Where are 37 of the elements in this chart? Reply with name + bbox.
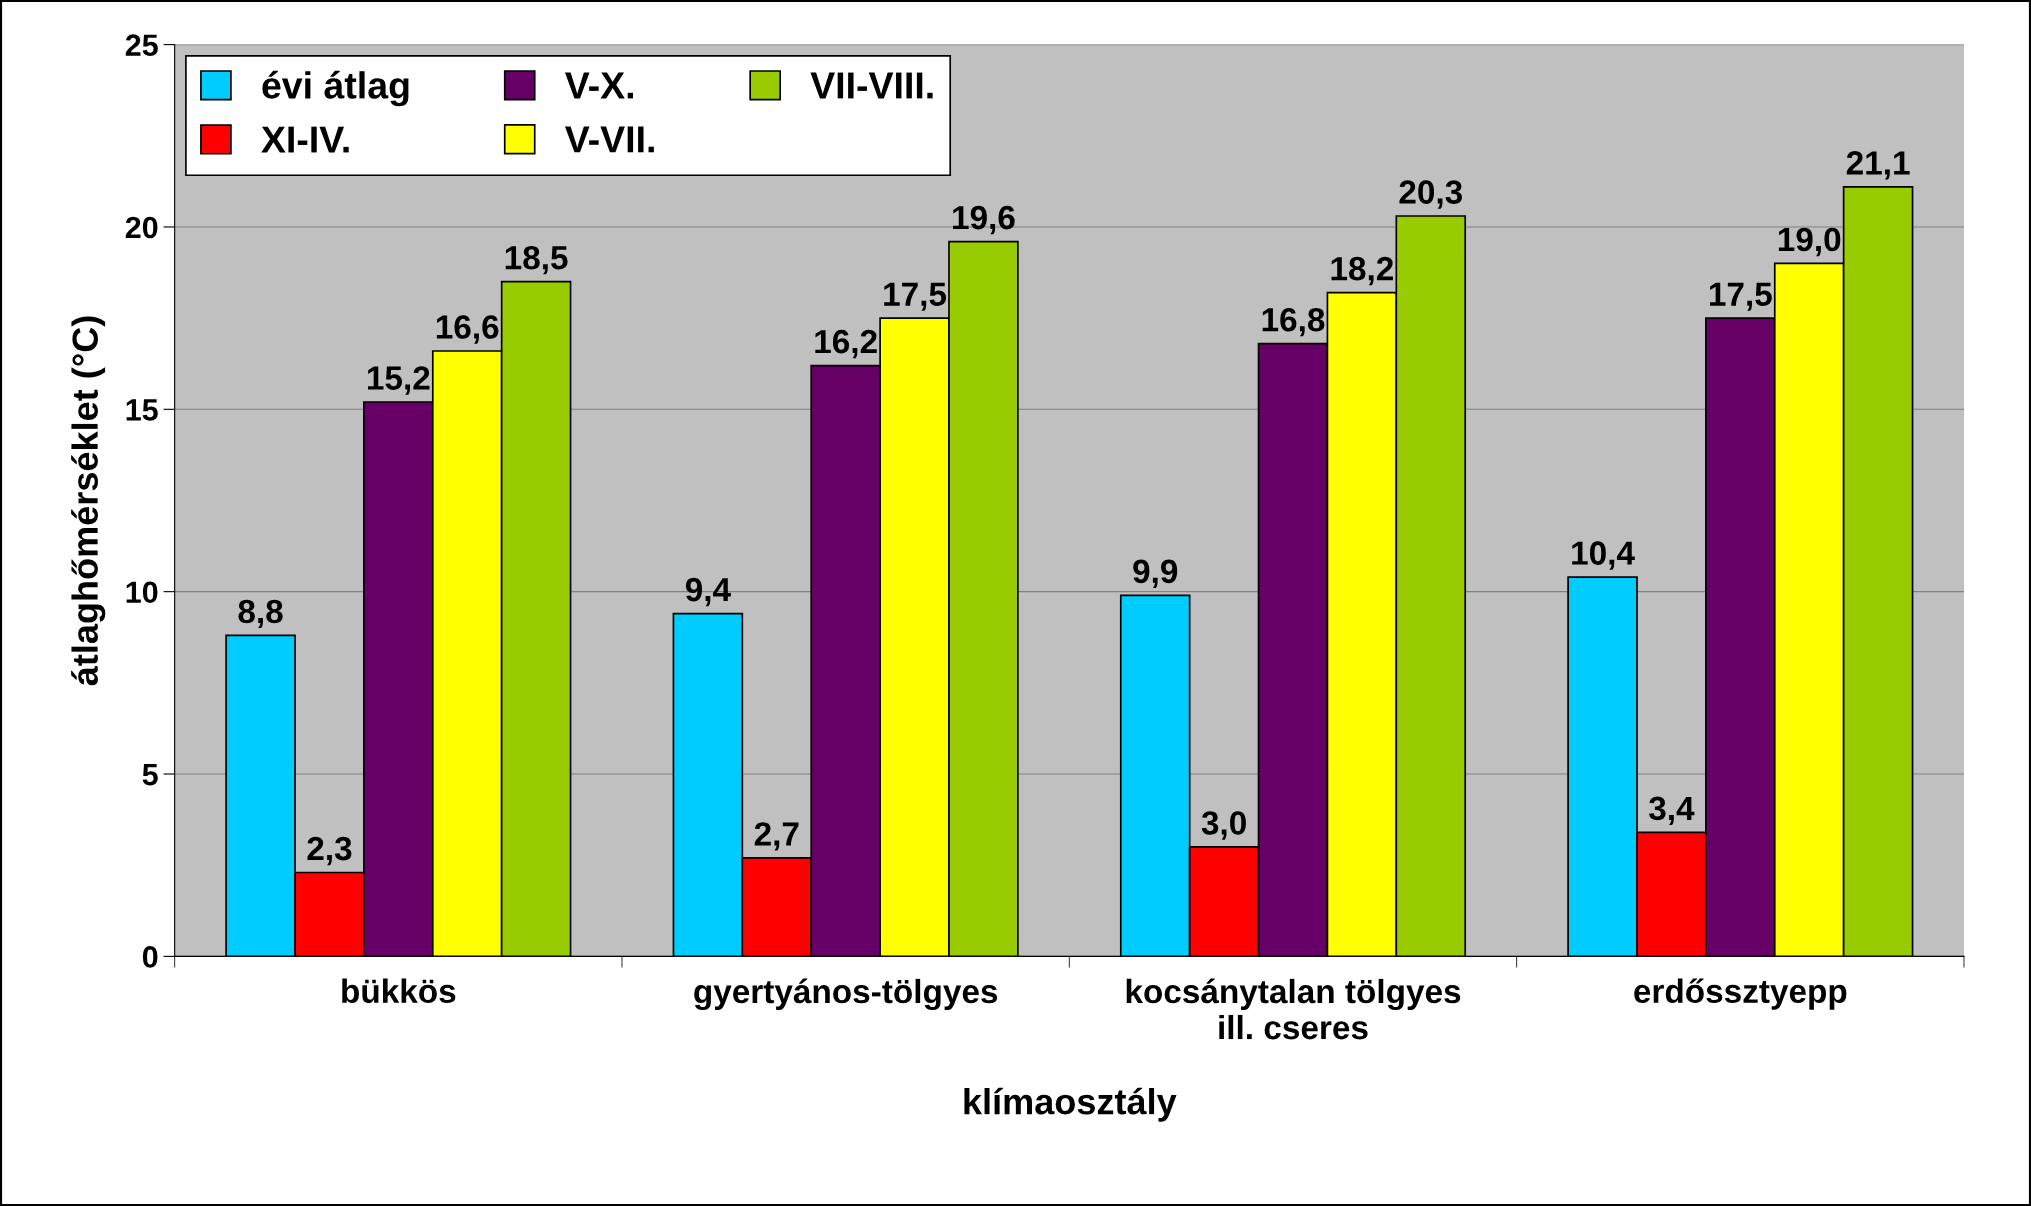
x-tick-label: gyertyános-tölgyes <box>694 978 998 1011</box>
legend-label: XI-IV. <box>261 126 349 153</box>
data-label: 19,0 <box>1778 227 1841 257</box>
legend-label: VII-VIII. <box>810 72 933 99</box>
y-tick-label: 20 <box>125 216 158 239</box>
y-tick-label: 15 <box>126 399 158 421</box>
data-label: 8,8 <box>238 599 283 629</box>
legend-label: évi átlag <box>262 70 409 107</box>
data-label: 21,1 <box>1846 151 1910 180</box>
data-label: 3,0 <box>1201 811 1246 840</box>
y-tick-label: 5 <box>142 764 158 786</box>
y-tick-label: 25 <box>125 34 158 56</box>
x-tick-label: bükkös <box>342 978 456 1004</box>
legend-label: V-X. <box>564 72 634 99</box>
x-axis-title: klímaosztály <box>964 1087 1177 1122</box>
data-label: 10,4 <box>1572 541 1635 570</box>
data-label: 19,6 <box>953 205 1015 235</box>
legend-label: V-VII. <box>564 126 654 153</box>
data-label: 15,2 <box>367 366 430 395</box>
data-label: 16,2 <box>815 329 877 359</box>
y-tick-label: 10 <box>126 581 158 604</box>
data-label: 18,2 <box>1331 256 1393 286</box>
data-label: 17,5 <box>1709 282 1772 311</box>
data-label: 9,4 <box>685 577 731 607</box>
data-label: 2,3 <box>307 836 352 866</box>
data-label: 3,4 <box>1649 796 1695 826</box>
data-label: 18,5 <box>505 245 568 275</box>
x-tick-label: kocsánytalan tölgyes ill. cseres <box>1126 978 1461 1040</box>
data-label: 17,5 <box>884 282 947 311</box>
data-label: 2,7 <box>754 822 799 851</box>
data-label: 16,6 <box>436 315 499 344</box>
data-label: 20,3 <box>1399 180 1462 209</box>
data-label: 9,9 <box>1133 559 1178 588</box>
y-axis-title: átlaghőmérséklet (°C) <box>71 316 106 686</box>
y-tick-label: 0 <box>142 946 158 968</box>
x-tick-label: erdőssztyepp <box>1634 978 1847 1010</box>
data-label: 16,8 <box>1262 307 1325 337</box>
